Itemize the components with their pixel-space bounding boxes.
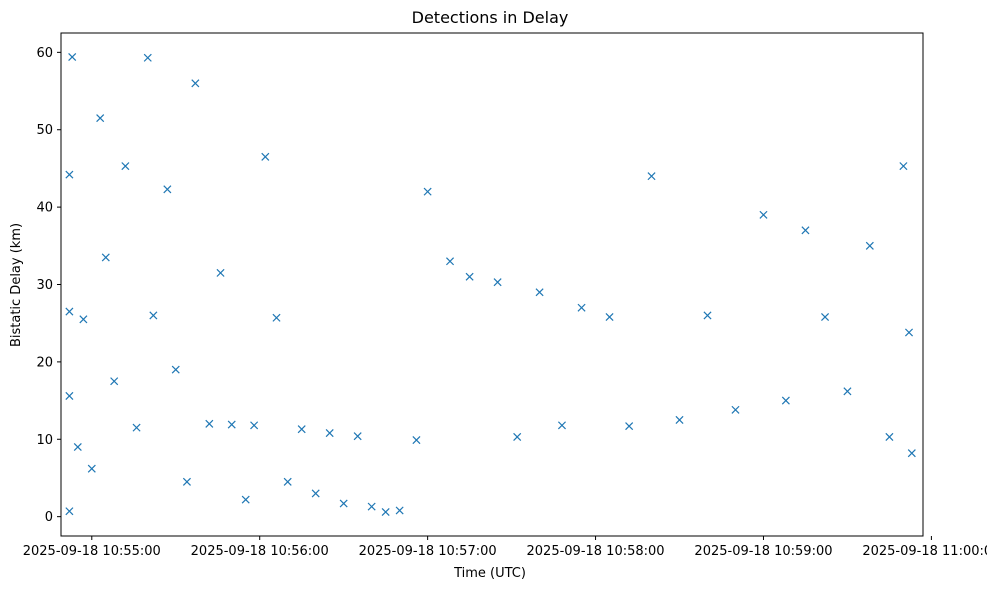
data-point	[65, 507, 74, 516]
data-point	[367, 502, 376, 511]
y-tick-label: 0	[45, 510, 53, 525]
x-tick-label: 2025-09-18 10:57:00	[359, 544, 497, 559]
x-axis: 2025-09-18 10:55:00 2025-09-18 10:56:00 20…	[23, 536, 987, 559]
y-tick-label: 60	[36, 46, 53, 61]
x-tick-label: 2025-09-18 10:58:00	[527, 544, 665, 559]
data-point	[535, 288, 544, 297]
data-point	[65, 391, 74, 400]
data-point	[821, 312, 830, 322]
data-point	[577, 303, 586, 312]
data-point	[465, 272, 474, 281]
data-point	[216, 268, 225, 277]
data-point	[121, 162, 130, 171]
data-point	[907, 449, 916, 458]
data-point	[339, 499, 348, 508]
data-point	[311, 489, 320, 498]
data-point	[885, 432, 894, 441]
x-tick-label: 2025-09-18 10:59:00	[694, 544, 832, 559]
data-point	[101, 253, 110, 262]
data-point	[675, 415, 684, 424]
markers-layer	[65, 52, 916, 517]
data-point	[904, 328, 914, 337]
y-axis: 0 10 20 30 40 50 60	[36, 46, 61, 525]
data-point	[781, 396, 790, 405]
data-point	[68, 52, 77, 62]
data-point	[149, 311, 158, 320]
data-point	[865, 241, 874, 250]
data-point	[250, 421, 259, 430]
y-tick-label: 30	[36, 278, 53, 293]
y-tick-label: 40	[36, 201, 53, 216]
data-point	[625, 422, 634, 431]
data-point	[65, 307, 74, 316]
data-point	[353, 432, 362, 441]
data-point	[261, 152, 270, 161]
x-axis-title: Time (UTC)	[453, 566, 526, 581]
data-point	[297, 425, 306, 434]
data-point	[65, 170, 74, 179]
data-point	[191, 79, 200, 88]
data-point	[182, 477, 191, 486]
data-point	[395, 506, 404, 515]
chart-title: Detections in Delay	[412, 8, 569, 27]
data-point	[703, 311, 712, 320]
x-tick-label: 2025-09-18 10:56:00	[191, 544, 329, 559]
data-point	[110, 377, 119, 386]
data-point	[423, 187, 432, 196]
data-point	[283, 477, 292, 486]
data-point	[241, 495, 250, 504]
data-point	[143, 53, 152, 62]
y-tick-label: 10	[36, 433, 53, 448]
data-point	[899, 162, 908, 171]
data-point	[163, 185, 172, 194]
data-point	[513, 432, 522, 441]
y-tick-label: 20	[36, 355, 53, 370]
data-point	[171, 365, 180, 374]
y-axis-title: Bistatic Delay (km)	[9, 223, 24, 347]
data-point	[605, 312, 614, 322]
data-point	[205, 419, 214, 428]
data-point	[73, 442, 82, 452]
data-point	[325, 429, 334, 438]
data-point	[227, 420, 236, 429]
data-point	[647, 172, 656, 181]
data-point	[801, 226, 810, 235]
data-point	[381, 507, 390, 517]
data-point	[445, 257, 455, 266]
data-point	[272, 313, 281, 322]
data-point	[412, 436, 421, 445]
data-point	[731, 405, 740, 414]
data-point	[493, 278, 502, 287]
data-point	[132, 423, 141, 432]
y-tick-label: 50	[36, 123, 53, 138]
data-point	[87, 464, 96, 473]
data-point	[843, 387, 852, 396]
x-tick-label: 2025-09-18 11:00:00	[862, 544, 987, 559]
data-point	[557, 421, 566, 430]
data-point	[759, 210, 768, 219]
x-tick-label: 2025-09-18 10:55:00	[23, 544, 161, 559]
data-point	[96, 114, 105, 123]
data-point	[79, 315, 88, 324]
